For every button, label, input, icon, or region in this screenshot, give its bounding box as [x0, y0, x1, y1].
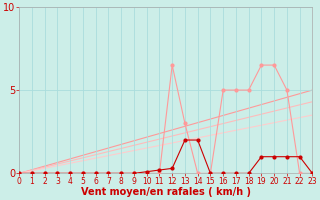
X-axis label: Vent moyen/en rafales ( km/h ): Vent moyen/en rafales ( km/h ) — [81, 187, 251, 197]
